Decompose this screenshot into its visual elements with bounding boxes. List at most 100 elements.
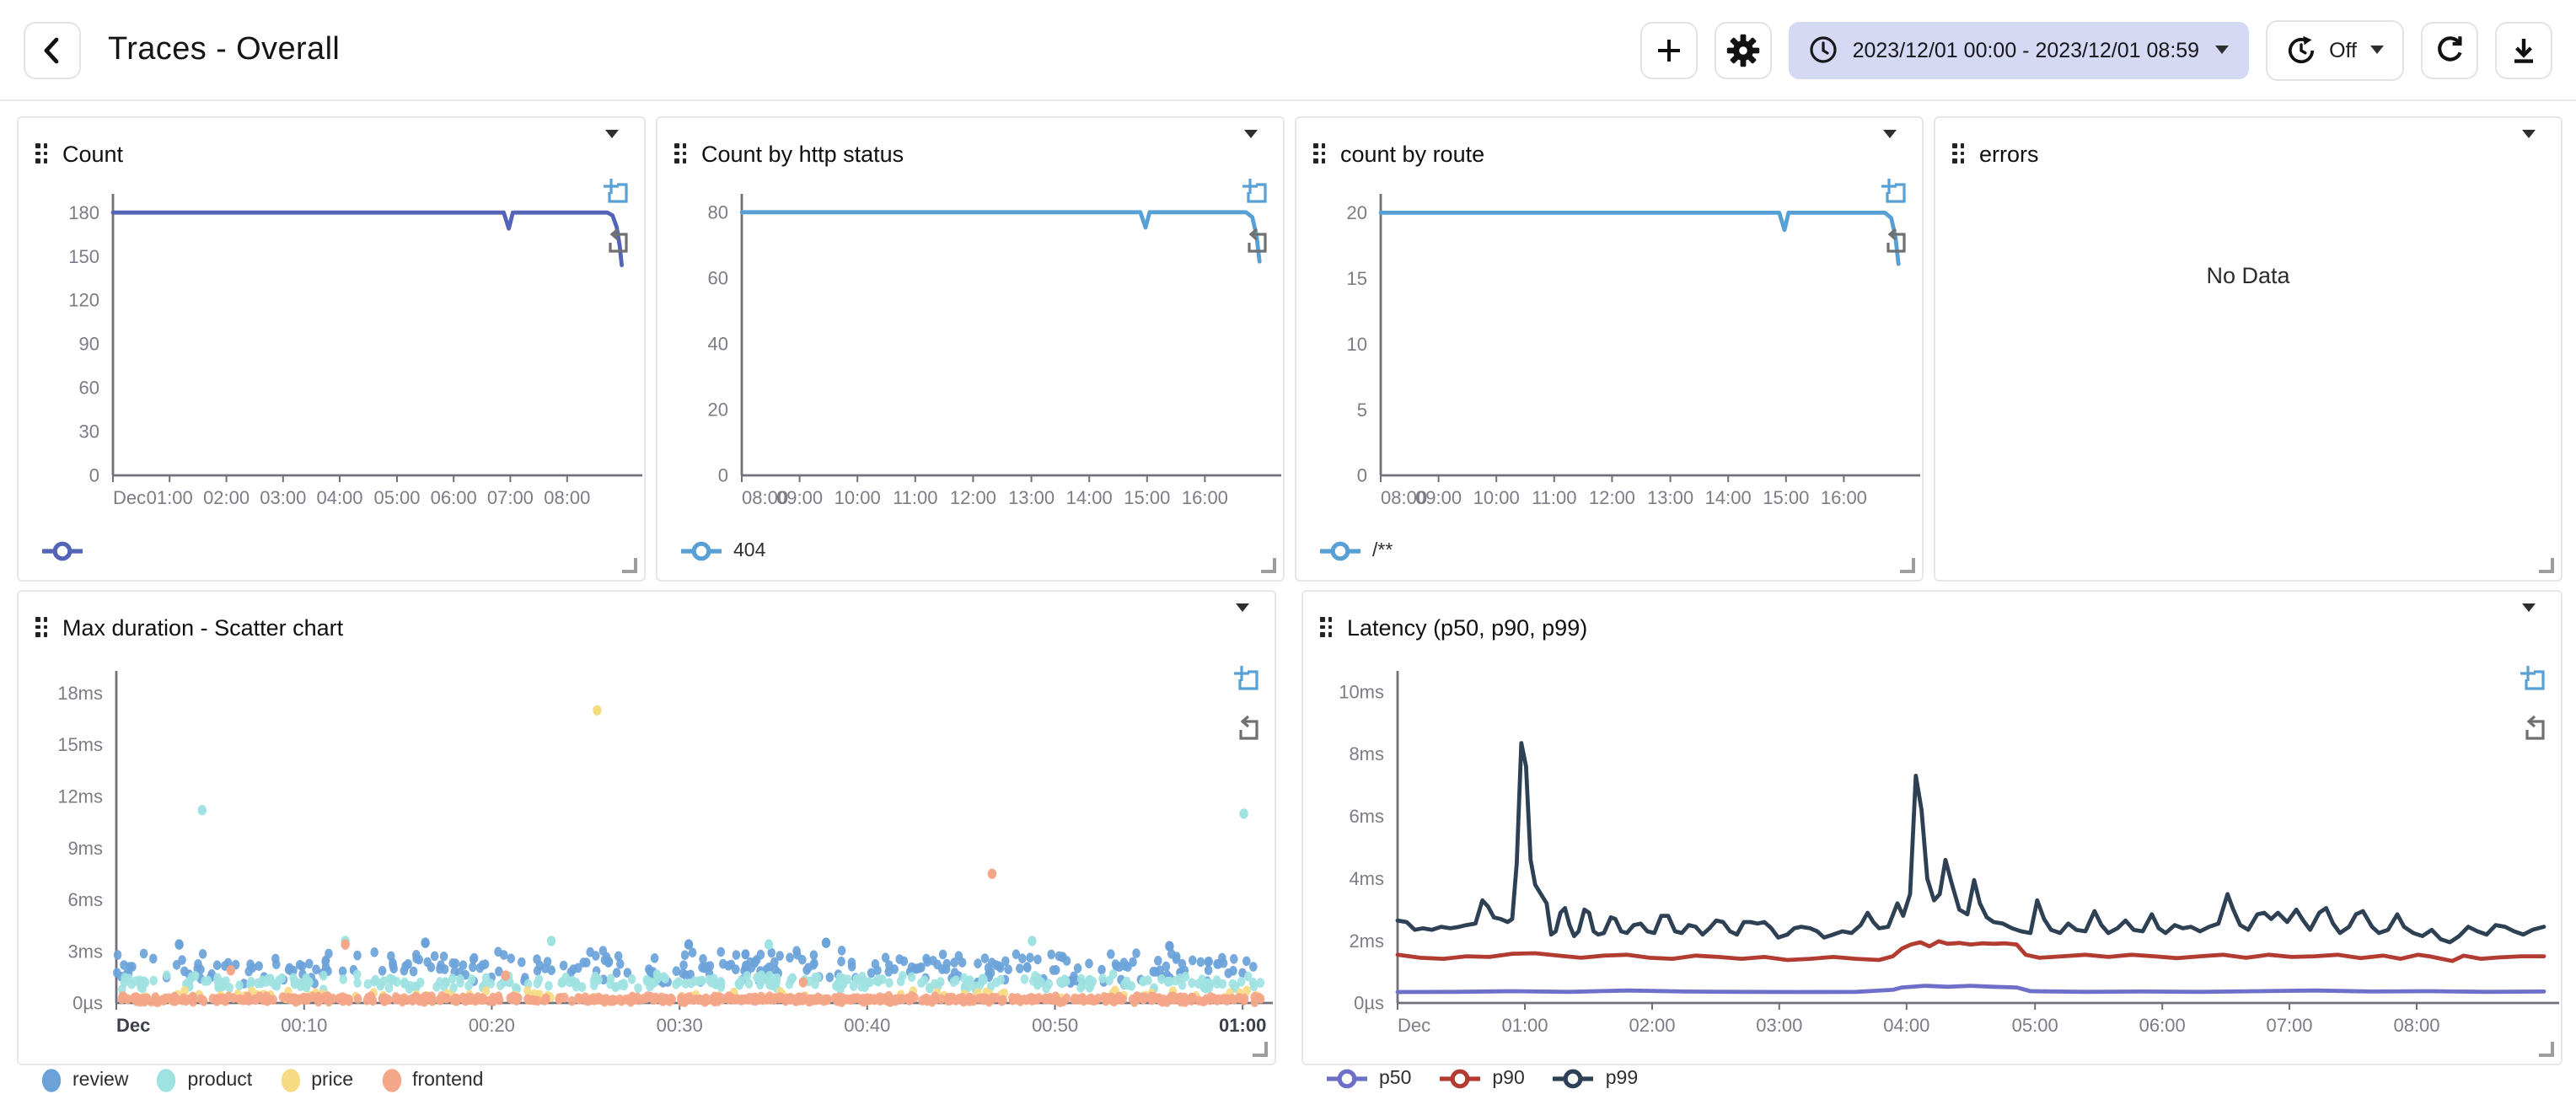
svg-text:01:00: 01:00 xyxy=(1219,1015,1266,1036)
svg-text:40: 40 xyxy=(708,333,728,354)
svg-text:06:00: 06:00 xyxy=(2139,1015,2186,1036)
gear-icon xyxy=(1726,33,1760,67)
refresh-button[interactable] xyxy=(2421,21,2478,78)
auto-refresh-selector[interactable]: Off xyxy=(2265,19,2404,80)
panel-menu-caret-icon[interactable] xyxy=(2517,130,2541,174)
panel-menu-caret-icon[interactable] xyxy=(1231,603,1254,647)
svg-text:16:00: 16:00 xyxy=(1821,487,1867,508)
svg-text:00:30: 00:30 xyxy=(657,1015,703,1036)
drag-handle-icon[interactable] xyxy=(35,143,47,164)
resize-handle[interactable] xyxy=(2539,1042,2554,1057)
count-chart[interactable]: 0 30 60 90 120 150 180 Dec 01:00 02:00 03:00 04:00 0… xyxy=(19,182,644,526)
download-button[interactable] xyxy=(2495,21,2552,78)
panel-title: Latency (p50, p90, p99) xyxy=(1347,614,1588,640)
drag-handle-icon[interactable] xyxy=(1952,143,1964,164)
drag-handle-icon[interactable] xyxy=(35,617,47,637)
svg-text:03:00: 03:00 xyxy=(1756,1015,1802,1036)
zoom-in-icon[interactable] xyxy=(1881,179,1908,206)
panel-menu-caret-icon[interactable] xyxy=(1878,130,1902,174)
legend-item-price[interactable]: price xyxy=(279,1067,353,1094)
zoom-reset-icon[interactable] xyxy=(2520,715,2547,742)
latency-chart[interactable]: 0µs 2ms 4ms 6ms 8ms 10ms Dec 01:00 02:00 03:00 04:… xyxy=(1303,656,2561,1054)
svg-text:8ms: 8ms xyxy=(1349,743,1384,764)
legend-line-icon xyxy=(681,541,722,561)
scatter-chart[interactable]: 0µs 3ms 6ms 9ms 12ms 15ms 18ms Dec 00:10 00:20 00:… xyxy=(19,656,1275,1054)
zoom-reset-icon[interactable] xyxy=(1242,228,1269,255)
svg-text:14:00: 14:00 xyxy=(1705,487,1752,508)
legend-item-review[interactable]: review xyxy=(40,1067,128,1094)
auto-refresh-value: Off xyxy=(2329,38,2357,62)
zoom-reset-icon[interactable] xyxy=(1881,228,1908,255)
panel-count: Count 0 30 60 90 120 150 180 Dec 01:00 02:00 03:00… xyxy=(17,116,646,582)
legend-dot-icon xyxy=(381,1069,401,1092)
legend-item-product[interactable]: product xyxy=(155,1067,252,1094)
add-panel-button[interactable] xyxy=(1640,21,1698,78)
legend-dot-icon xyxy=(41,1069,62,1092)
legend-line-icon xyxy=(42,541,83,561)
svg-text:4ms: 4ms xyxy=(1349,868,1384,889)
svg-text:12ms: 12ms xyxy=(57,786,103,807)
legend-item-frontend[interactable]: frontend xyxy=(380,1067,483,1094)
legend-item-p50[interactable]: p50 xyxy=(1325,1067,1411,1091)
svg-text:10: 10 xyxy=(1347,334,1367,355)
svg-text:13:00: 13:00 xyxy=(1008,487,1055,508)
chevron-down-icon xyxy=(2370,46,2384,54)
top-bar: Traces - Overall xyxy=(0,0,2576,101)
panel-count-by-route: count by route 0 5 10 15 20 08:00 09:00 10:00 11… xyxy=(1295,116,1924,582)
svg-text:02:00: 02:00 xyxy=(203,487,250,508)
zoom-in-icon[interactable] xyxy=(1242,179,1269,206)
zoom-in-icon[interactable] xyxy=(2520,666,2547,693)
svg-text:08:00: 08:00 xyxy=(1381,487,1427,508)
svg-text:0: 0 xyxy=(718,465,728,486)
svg-text:5: 5 xyxy=(1357,400,1367,421)
svg-text:60: 60 xyxy=(708,267,728,288)
svg-text:30: 30 xyxy=(79,421,99,442)
legend-item-404[interactable]: 404 xyxy=(679,539,765,563)
resize-handle[interactable] xyxy=(2539,558,2554,573)
drag-handle-icon[interactable] xyxy=(1313,143,1325,164)
back-button[interactable] xyxy=(24,21,81,78)
svg-text:03:00: 03:00 xyxy=(260,487,306,508)
zoom-reset-icon[interactable] xyxy=(1234,715,1261,742)
zoom-reset-icon[interactable] xyxy=(604,228,631,255)
drag-handle-icon[interactable] xyxy=(1320,617,1332,637)
panel-menu-caret-icon[interactable] xyxy=(1239,130,1263,174)
drag-handle-icon[interactable] xyxy=(674,143,686,164)
svg-text:10ms: 10ms xyxy=(1339,681,1384,702)
legend-item-series[interactable] xyxy=(40,539,84,563)
svg-text:15:00: 15:00 xyxy=(1763,487,1809,508)
chart-legend: 404 xyxy=(679,539,1283,563)
legend-item-p90[interactable]: p90 xyxy=(1438,1067,1525,1091)
svg-text:20: 20 xyxy=(708,400,728,421)
resize-handle[interactable] xyxy=(1253,1042,1268,1057)
legend-item-/**[interactable]: /** xyxy=(1318,539,1393,563)
resize-handle[interactable] xyxy=(1261,558,1276,573)
svg-text:09:00: 09:00 xyxy=(1415,487,1462,508)
svg-text:01:00: 01:00 xyxy=(147,487,193,508)
zoom-in-icon[interactable] xyxy=(604,179,631,206)
legend-item-p99[interactable]: p99 xyxy=(1552,1067,1638,1091)
panel-title: Count xyxy=(62,141,124,166)
settings-button[interactable] xyxy=(1714,21,1772,78)
zoom-in-icon[interactable] xyxy=(1234,666,1261,693)
panel-menu-caret-icon[interactable] xyxy=(600,130,624,174)
svg-text:00:20: 00:20 xyxy=(469,1015,515,1036)
resize-handle[interactable] xyxy=(1900,558,1915,573)
svg-text:9ms: 9ms xyxy=(67,838,103,859)
svg-text:0: 0 xyxy=(89,465,99,486)
svg-text:13:00: 13:00 xyxy=(1647,487,1693,508)
legend-dot-icon xyxy=(157,1069,176,1092)
panel-title: Count by http status xyxy=(701,141,904,166)
legend-line-icon xyxy=(1553,1069,1594,1089)
panel-errors: errors No Data xyxy=(1934,116,2563,582)
time-range-selector[interactable]: 2023/12/01 00:00 - 2023/12/01 08:59 xyxy=(1788,21,2249,78)
panel-latency: Latency (p50, p90, p99) 0µs 2ms 4ms 6ms 8ms 1… xyxy=(1301,590,2563,1089)
panel-menu-caret-icon[interactable] xyxy=(2517,603,2541,647)
resize-handle[interactable] xyxy=(622,558,637,573)
svg-text:09:00: 09:00 xyxy=(776,487,823,508)
svg-text:10:00: 10:00 xyxy=(835,487,881,508)
svg-text:2ms: 2ms xyxy=(1349,930,1384,952)
